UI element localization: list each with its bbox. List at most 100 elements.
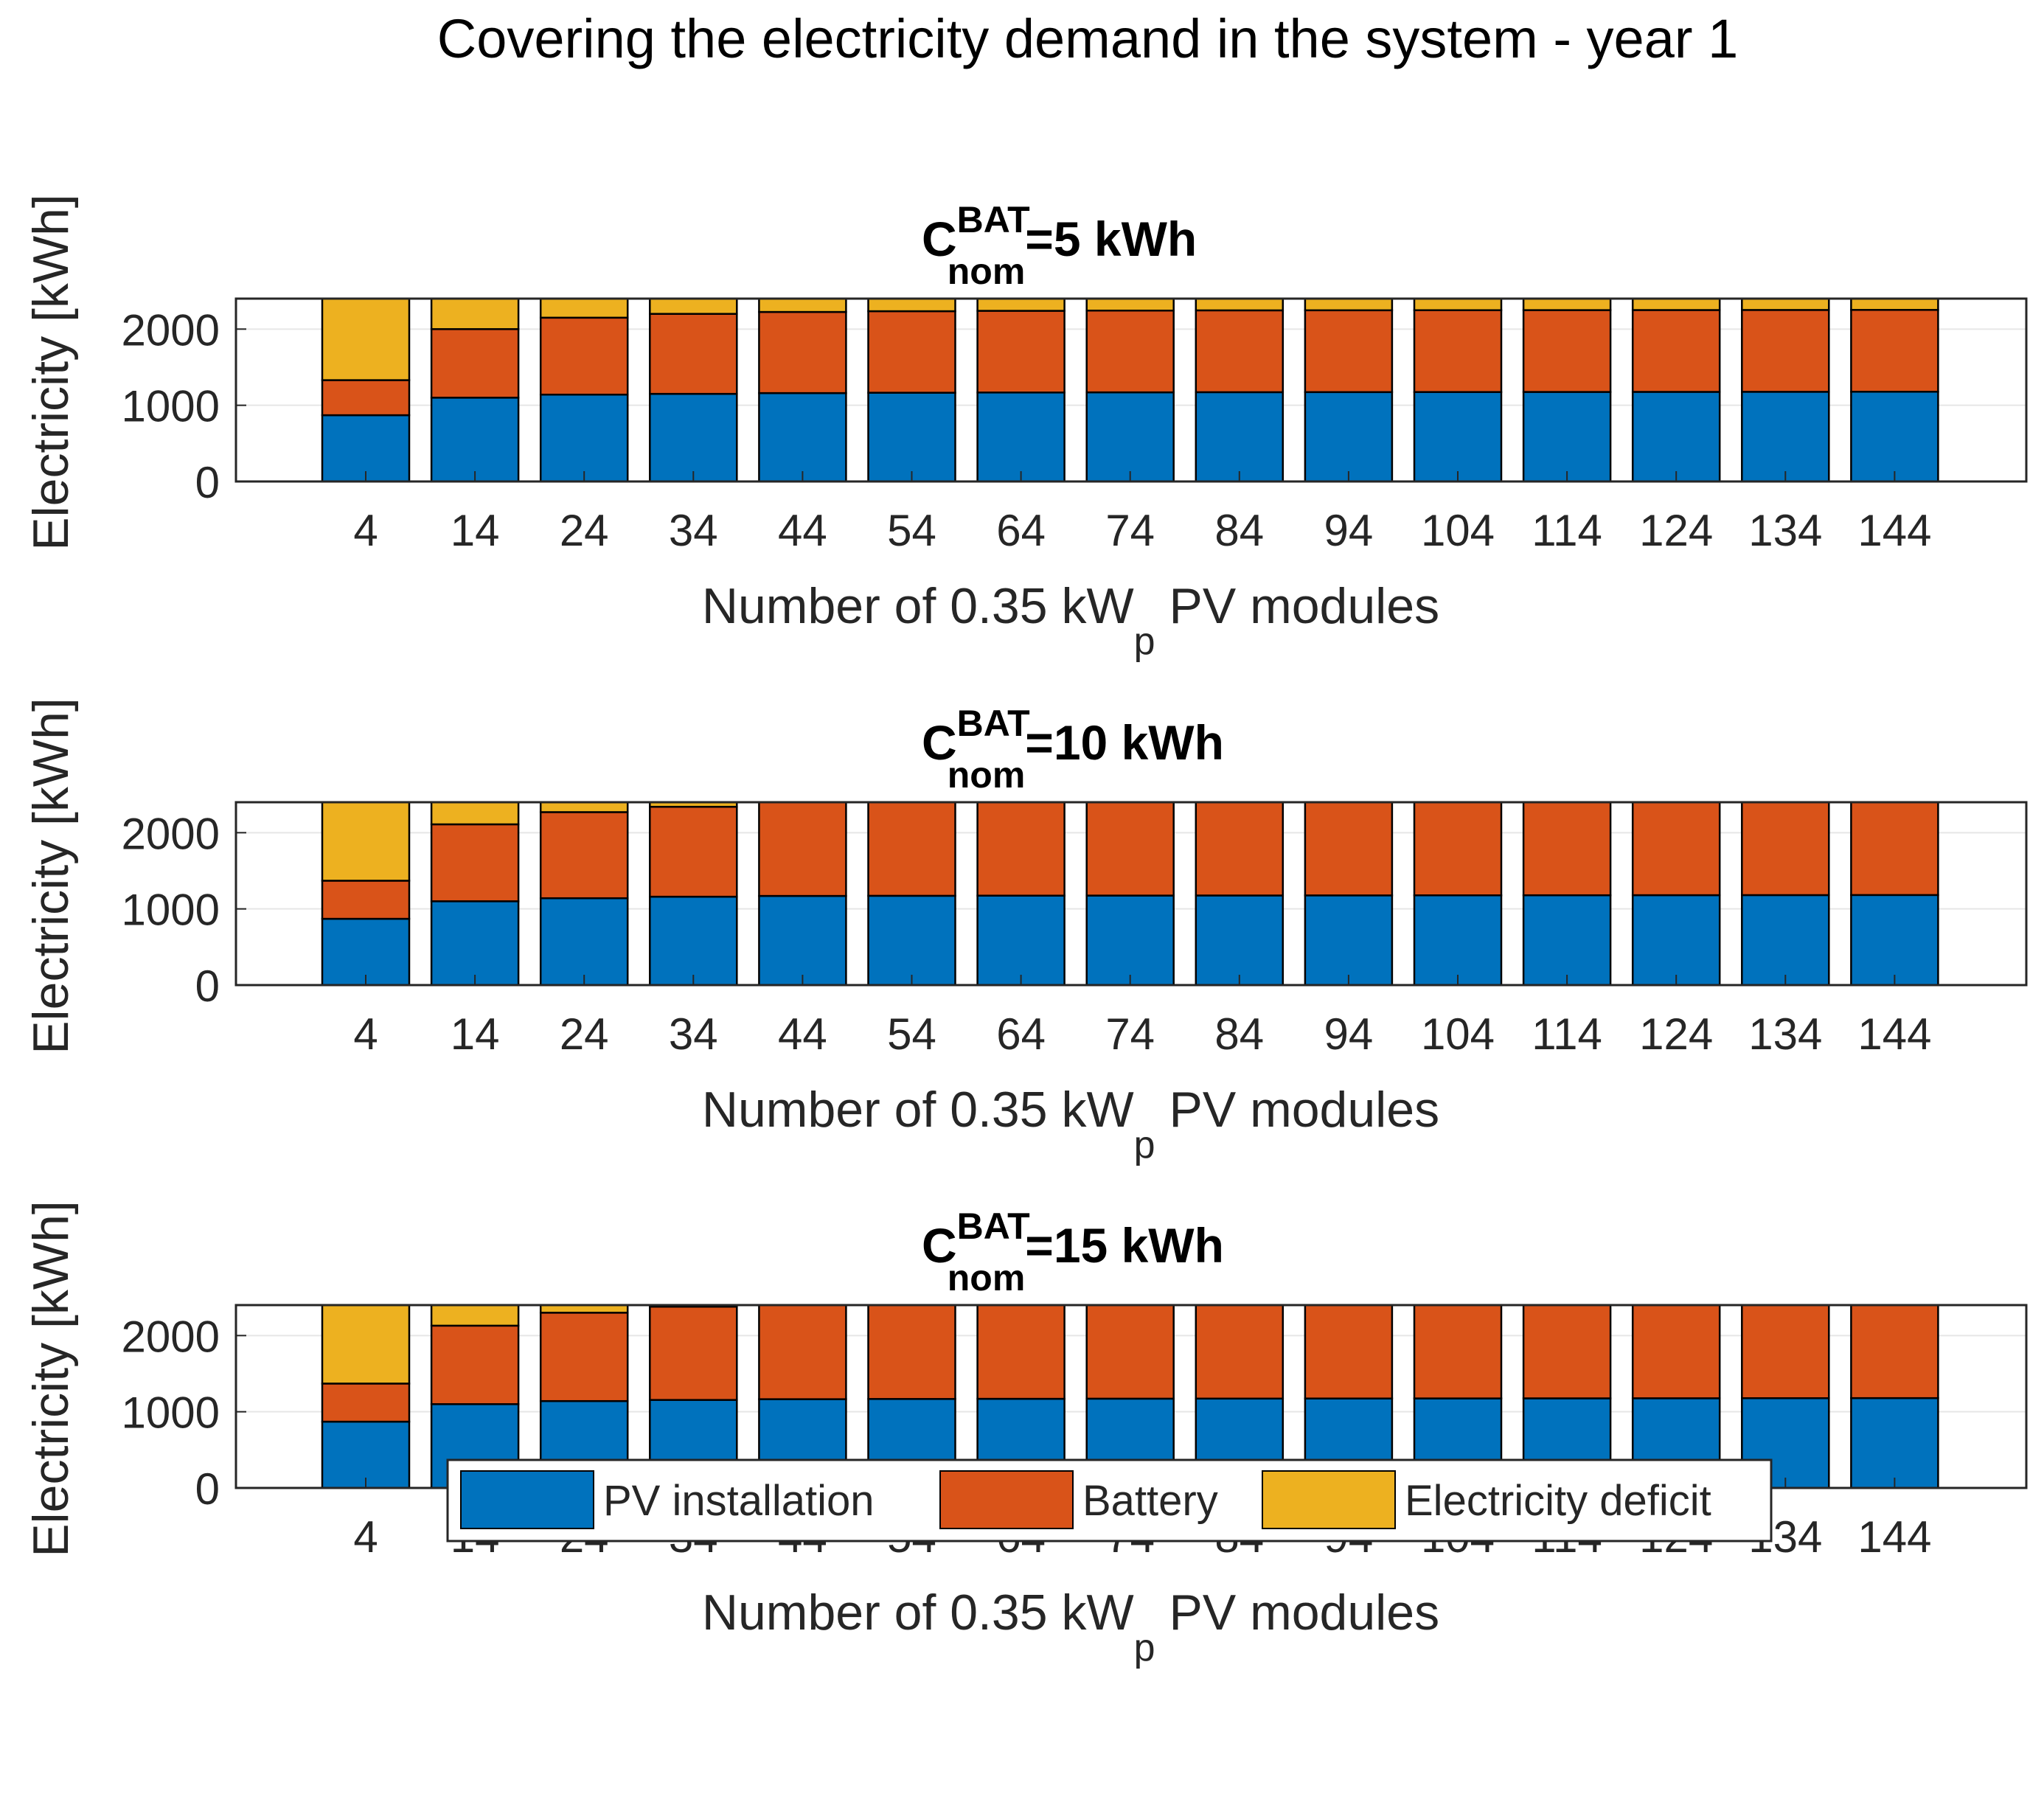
bar-battery [321,880,411,920]
bar-battery [976,1304,1066,1400]
bar-battery [867,1304,956,1400]
bar-pv-installation [976,392,1066,483]
bar-battery [539,1312,629,1402]
bar-battery [1741,1304,1830,1399]
x-tick-label: 24 [560,506,609,555]
x-tick-label: 24 [560,1009,609,1059]
y-tick-label: 0 [195,1464,220,1514]
bar-electricity-deficit [867,297,956,313]
bar-battery [1195,801,1285,897]
bar-battery [1522,1304,1612,1399]
bar-electricity-deficit [1085,297,1175,312]
bar-battery [1850,1304,1939,1399]
panel-title: CBAT nom=15 kWh [922,1206,1224,1298]
legend: PV installation Battery Electricity defi… [446,1458,1773,1543]
bar-pv-installation [1522,391,1612,483]
bar-battery [1631,309,1721,393]
x-tick-label: 144 [1857,1009,1931,1059]
bar-battery [1413,1304,1503,1399]
bar-electricity-deficit [321,801,411,882]
bar-battery [649,1305,738,1401]
y-axis-label: Electricity [kWh] [23,698,79,1054]
bar-electricity-deficit [976,297,1066,312]
bar-pv-installation [321,414,411,483]
legend-swatch-battery [939,1470,1074,1529]
x-axis-label: Number of 0.35 kWp PV modules [702,578,1439,663]
bar-battery [1195,309,1285,394]
legend-label-deficit: Electricity deficit [1405,1477,1711,1525]
bar-pv-installation [1413,391,1503,483]
y-tick-label: 1000 [122,1388,220,1438]
x-axis-label: Number of 0.35 kWp PV modules [702,1082,1439,1166]
x-tick-label: 124 [1639,1009,1713,1059]
x-tick-label: 34 [669,506,718,555]
legend-swatch-pv [460,1470,594,1529]
x-tick-label: 104 [1421,506,1495,555]
y-tick-label: 0 [195,458,220,507]
bar-battery [539,811,629,900]
bar-battery [1850,309,1939,393]
y-axis-label: Electricity [kWh] [23,194,79,551]
y-tick-label: 2000 [122,1312,220,1361]
figure-title: Covering the electricity demand in the s… [437,8,1738,69]
bar-pv-installation [1741,391,1830,483]
x-tick-label: 124 [1639,506,1713,555]
bar-battery [321,1383,411,1423]
legend-box [446,1458,1773,1543]
x-tick-label: 134 [1748,506,1822,555]
bar-battery [758,1304,847,1400]
bar-pv-installation [1741,894,1830,987]
panel-3: 0100020004142434445464748494104114124134… [23,1200,2028,1669]
x-tick-label: 74 [1105,506,1155,555]
bar-battery [1304,309,1394,394]
legend-label-pv: PV installation [603,1477,875,1525]
bar-battery [1741,309,1830,393]
bar-pv-installation [1850,391,1939,483]
bar-battery [649,313,738,395]
bar-battery [539,316,629,396]
bar-battery [1085,801,1175,897]
bar-pv-installation [1195,894,1285,987]
bar-pv-installation [1085,894,1175,987]
bar-pv-installation [1304,894,1394,987]
panel-title: CBAT nom=10 kWh [922,703,1224,796]
bar-battery [867,801,956,897]
bar-pv-installation [430,900,520,987]
x-tick-label: 104 [1421,1009,1495,1059]
x-tick-label: 64 [996,506,1046,555]
bar-electricity-deficit [321,297,411,381]
bar-pv-installation [1850,894,1939,987]
panel-1: 0 1000 2000 4 14 24 34 44 54 64 74 84 94 104 114 124 134… [23,194,2028,663]
bar-electricity-deficit [649,297,738,315]
x-tick-label: 134 [1748,1009,1822,1059]
bar-pv-installation [758,392,847,483]
bar-electricity-deficit [539,1304,629,1314]
bar-battery [1304,1304,1394,1399]
bar-pv-installation [867,894,956,987]
x-tick-label: 44 [778,506,827,555]
bar-electricity-deficit [1304,297,1394,312]
bar-electricity-deficit [758,297,847,313]
bar-pv-installation [649,392,738,483]
bar-battery [758,310,847,394]
x-tick-label: 54 [887,1009,936,1059]
bar-pv-installation [539,393,629,483]
y-tick-label: 1000 [122,886,220,935]
bar-battery [1741,801,1830,897]
y-tick-label: 0 [195,961,220,1011]
bar-battery [976,310,1066,394]
x-tick-label: 144 [1857,1512,1931,1562]
legend-swatch-deficit [1262,1470,1396,1529]
bar-pv-installation [1085,391,1175,483]
x-tick-label: 84 [1214,1009,1264,1059]
bar-pv-installation [1850,1397,1939,1489]
bar-battery [1413,309,1503,393]
bar-electricity-deficit [321,1304,411,1385]
x-tick-label: 4 [353,506,378,555]
bar-battery [1304,801,1394,897]
axes-frame [234,801,2028,987]
bar-pv-installation [1631,894,1721,987]
x-tick-label: 84 [1214,506,1264,555]
bar-electricity-deficit [430,801,520,826]
